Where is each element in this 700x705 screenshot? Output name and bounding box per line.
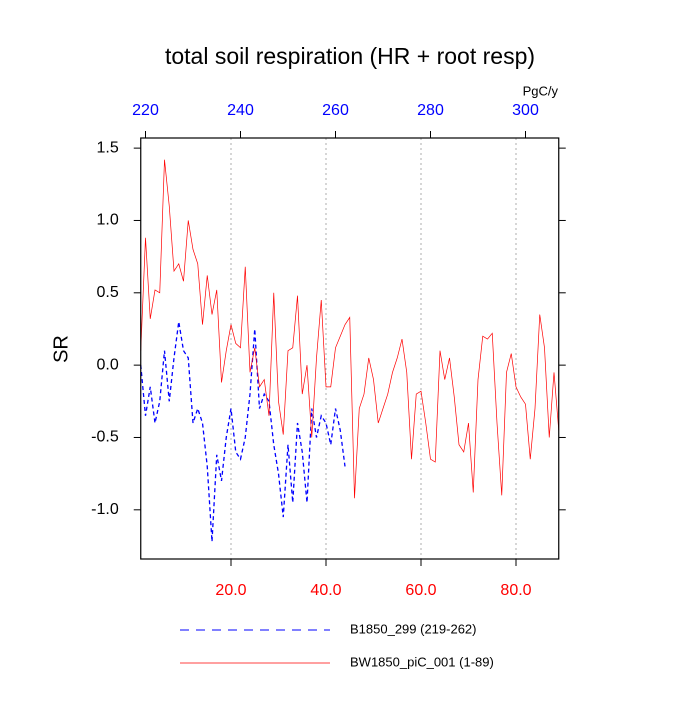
data-line: [140, 321, 346, 542]
y-tick-label: 1.0: [97, 212, 119, 229]
data-line: [140, 159, 560, 499]
x2-tick-label: 300: [512, 102, 539, 119]
x2-tick-label: 280: [417, 102, 444, 119]
x2-axis-label: PgC/y: [523, 83, 559, 98]
x2-tick-label: 220: [132, 102, 159, 119]
y-tick-label: 0.0: [97, 356, 119, 373]
x2-tick-label: 240: [227, 102, 254, 119]
y-axis-label: SR: [50, 335, 72, 363]
y-tick-label: 1.5: [97, 139, 119, 156]
y-tick-label: -1.0: [91, 501, 119, 518]
plot-frame: [140, 137, 560, 560]
x-tick-label: 80.0: [500, 582, 531, 599]
y-tick-label: -0.5: [91, 429, 119, 446]
x-tick-label: 60.0: [405, 582, 436, 599]
x-tick-label: 20.0: [215, 582, 246, 599]
legend-label: BW1850_piC_001 (1-89): [350, 654, 494, 669]
x2-tick-label: 260: [322, 102, 349, 119]
x-tick-label: 40.0: [310, 582, 341, 599]
chart-title: total soil respiration (HR + root resp): [165, 43, 535, 69]
y-tick-label: 0.5: [97, 284, 119, 301]
legend-label: B1850_299 (219-262): [350, 621, 477, 636]
